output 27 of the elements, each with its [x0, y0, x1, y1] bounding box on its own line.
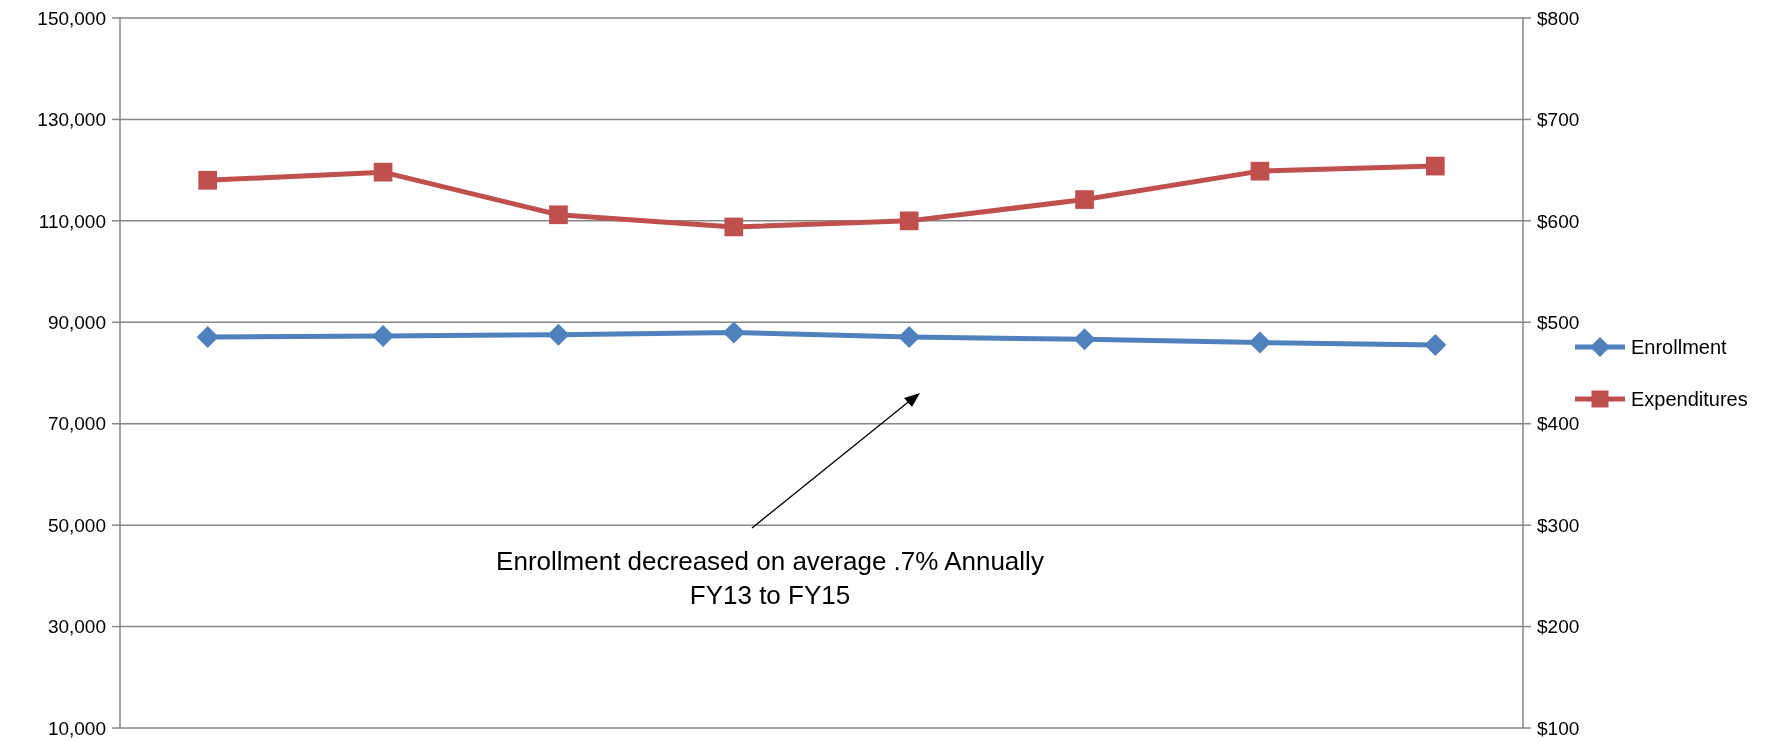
y2-tick-label: $600 — [1537, 210, 1580, 232]
point — [373, 162, 393, 182]
point — [899, 211, 919, 231]
annotation: Enrollment decreased on average .7% Annually FY13 to FY15 — [496, 546, 1044, 610]
y-tick-label: 130,000 — [37, 109, 106, 131]
legend-label: Expenditures — [1631, 388, 1748, 410]
y2-tick-label: $200 — [1537, 616, 1580, 638]
y-tick-label: 50,000 — [47, 514, 106, 536]
y-tick-label: 10,000 — [47, 717, 106, 739]
y2-tick-label: $400 — [1537, 413, 1580, 435]
point — [1075, 190, 1094, 209]
y2-tick-label: $100 — [1537, 717, 1580, 739]
y2-tick-label: $700 — [1537, 109, 1580, 131]
y2-tick-label: $800 — [1537, 7, 1580, 29]
y2-tick-label: $300 — [1537, 514, 1580, 536]
y-tick-label: 90,000 — [47, 311, 106, 333]
y2-tick-label: $500 — [1537, 311, 1580, 333]
point — [198, 170, 218, 190]
legend-label: Enrollment — [1631, 336, 1728, 358]
point — [724, 217, 744, 237]
y-tick-label: 30,000 — [47, 616, 106, 638]
y-tick-label: 110,000 — [38, 210, 106, 232]
point — [1425, 156, 1445, 176]
point — [549, 205, 568, 225]
y-tick-label: 150,000 — [37, 7, 106, 29]
point — [1250, 161, 1270, 181]
y-tick-label: 70,000 — [47, 413, 106, 435]
